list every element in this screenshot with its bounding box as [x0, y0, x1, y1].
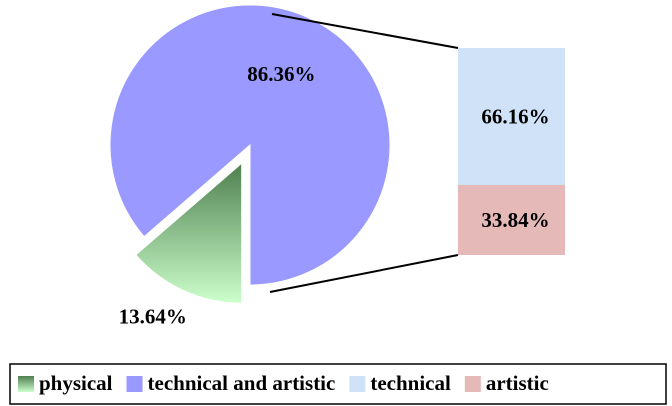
legend-label: artistic [486, 371, 549, 395]
bar-label: 33.84% [481, 208, 549, 232]
bar-segment [458, 184, 565, 255]
legend-swatch [464, 376, 481, 392]
legend-swatch [18, 376, 34, 392]
legend-box [9, 363, 667, 405]
legend-label: physical [39, 371, 113, 395]
legend-swatch [349, 376, 366, 392]
pie-slice [135, 162, 243, 304]
connector [271, 13, 459, 49]
legend-label: technical [370, 371, 451, 395]
slice-label: 13.64% [119, 304, 187, 328]
legend-label: technical and artistic [148, 371, 336, 395]
connector [269, 254, 459, 293]
bar-segment [458, 48, 565, 185]
bar-label: 66.16% [481, 104, 549, 128]
slice-label: 86.36% [247, 62, 315, 86]
pie-slice [109, 4, 391, 286]
legend-swatch [126, 376, 143, 392]
